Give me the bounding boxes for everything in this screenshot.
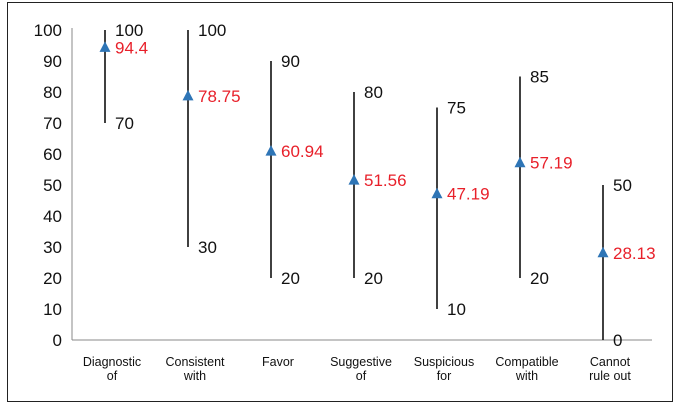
category-label: with — [515, 369, 538, 383]
y-tick-label: 40 — [43, 207, 62, 226]
high-label: 90 — [281, 52, 300, 71]
mean-value-label: 60.94 — [281, 142, 324, 161]
low-label: 30 — [198, 238, 217, 257]
category-label: Suggestive — [330, 355, 392, 369]
low-label: 20 — [530, 269, 549, 288]
category-label: Diagnostic — [83, 355, 141, 369]
low-label: 20 — [364, 269, 383, 288]
category-label: Cannot — [590, 355, 631, 369]
low-label: 10 — [447, 300, 466, 319]
y-tick-label: 60 — [43, 145, 62, 164]
mean-marker — [265, 145, 277, 156]
category-group: 90 20 60.94 — [265, 52, 324, 288]
high-label: 75 — [447, 99, 466, 118]
category-group: 50 0 28.13 — [597, 176, 656, 350]
mean-marker — [597, 246, 609, 258]
y-tick-label: 70 — [43, 114, 62, 133]
high-label: 100 — [198, 21, 226, 40]
mean-marker — [348, 174, 360, 185]
low-label: 0 — [613, 331, 622, 350]
mean-value-label: 94.4 — [115, 38, 148, 57]
y-tick-label: 20 — [43, 269, 62, 288]
category-label: for — [437, 369, 452, 383]
mean-value-label: 28.13 — [613, 244, 656, 263]
y-tick-label: 100 — [34, 21, 62, 40]
y-tick-label: 50 — [43, 176, 62, 195]
mean-value-label: 47.19 — [447, 185, 490, 204]
low-label: 70 — [115, 114, 134, 133]
chart-frame — [7, 2, 673, 402]
high-label: 100 — [115, 21, 143, 40]
mean-value-label: 78.75 — [198, 87, 241, 106]
y-tick-label: 80 — [43, 83, 62, 102]
category-group: 100 70 94.4 — [99, 21, 148, 133]
category-group: 100 30 78.75 — [182, 21, 241, 257]
category-group: 85 20 57.19 — [514, 68, 573, 288]
category-label: Suspicious — [414, 355, 474, 369]
category-label: of — [107, 369, 118, 383]
mean-value-label: 51.56 — [364, 171, 407, 190]
category-label: Favor — [262, 355, 294, 369]
y-tick-label: 10 — [43, 300, 62, 319]
category-label: Compatible — [495, 355, 558, 369]
low-label: 20 — [281, 269, 300, 288]
category-label: Consistent — [165, 355, 225, 369]
mean-marker — [431, 187, 443, 199]
y-axis: 0 10 20 30 40 50 60 70 80 90 100 — [34, 21, 73, 350]
y-tick-label: 0 — [53, 331, 62, 350]
mean-marker — [182, 89, 194, 101]
y-tick-label: 30 — [43, 238, 62, 257]
category-label: rule out — [589, 369, 631, 383]
high-label: 50 — [613, 176, 632, 195]
high-label: 80 — [364, 83, 383, 102]
category-label: of — [356, 369, 367, 383]
y-tick-label: 90 — [43, 52, 62, 71]
mean-value-label: 57.19 — [530, 154, 573, 173]
mean-marker — [99, 41, 111, 52]
category-group: 80 20 51.56 — [348, 83, 407, 288]
category-label: with — [183, 369, 206, 383]
mean-marker — [514, 156, 526, 168]
series: 1007094.41003078.75902060.94802051.56751… — [99, 21, 656, 350]
high-label: 85 — [530, 68, 549, 87]
category-group: 75 10 47.19 — [431, 99, 490, 319]
